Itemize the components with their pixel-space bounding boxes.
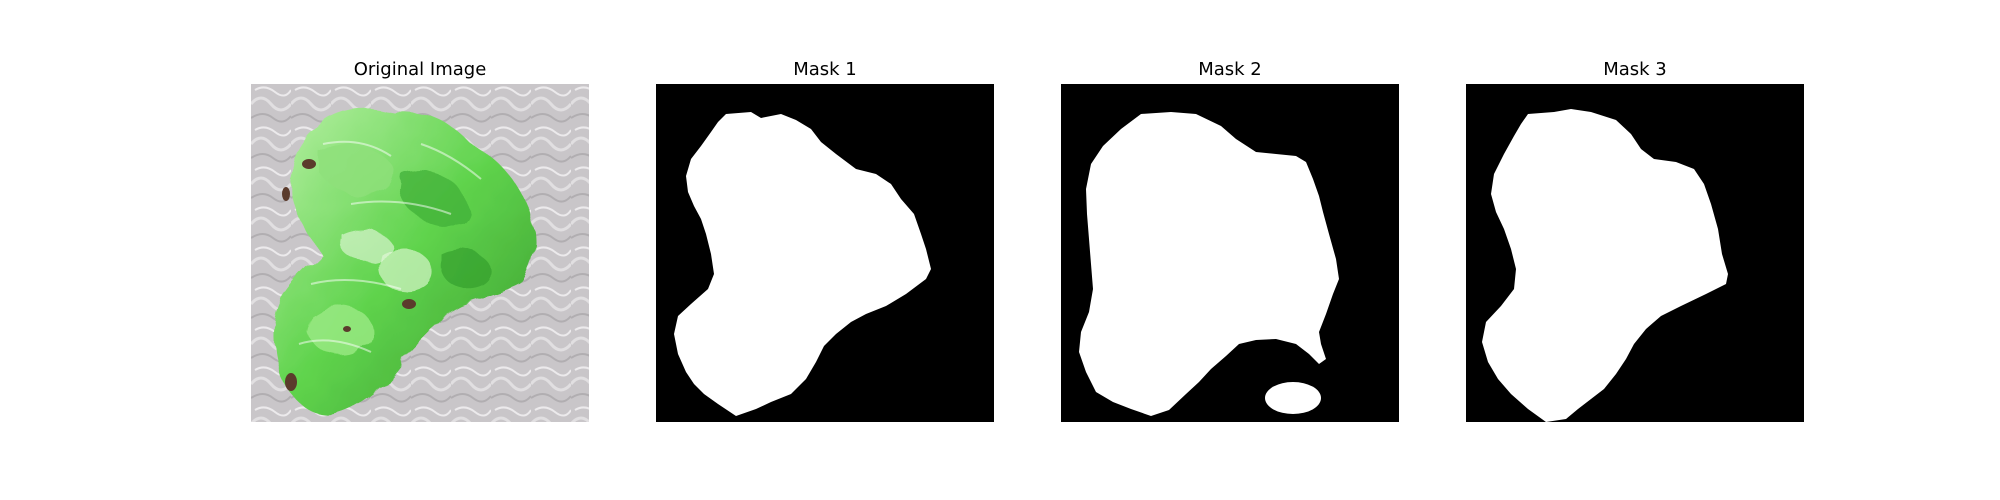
panel-mask-1: Mask 1 bbox=[656, 56, 994, 422]
mask-2-image bbox=[1061, 84, 1399, 422]
brown-spots bbox=[282, 159, 416, 391]
mask-speck bbox=[1141, 268, 1145, 272]
mask-region bbox=[1079, 112, 1339, 416]
leaf-highlights bbox=[298, 140, 482, 353]
mask-blob bbox=[1265, 382, 1321, 414]
mask-1-image bbox=[656, 84, 994, 422]
original-image bbox=[251, 84, 589, 422]
panel-title: Mask 1 bbox=[793, 59, 857, 80]
panel-mask-3: Mask 3 bbox=[1466, 56, 1804, 422]
panel-title: Mask 2 bbox=[1198, 59, 1262, 80]
panel-title: Mask 3 bbox=[1603, 59, 1667, 80]
mask-3-image bbox=[1466, 84, 1804, 422]
mask-region bbox=[1482, 109, 1728, 422]
leaf-cluster bbox=[272, 107, 536, 415]
panel-title: Original Image bbox=[353, 59, 487, 80]
mask-region bbox=[674, 112, 931, 416]
panel-mask-2: Mask 2 bbox=[1061, 56, 1399, 422]
panel-original-image: Original Image bbox=[251, 56, 589, 422]
